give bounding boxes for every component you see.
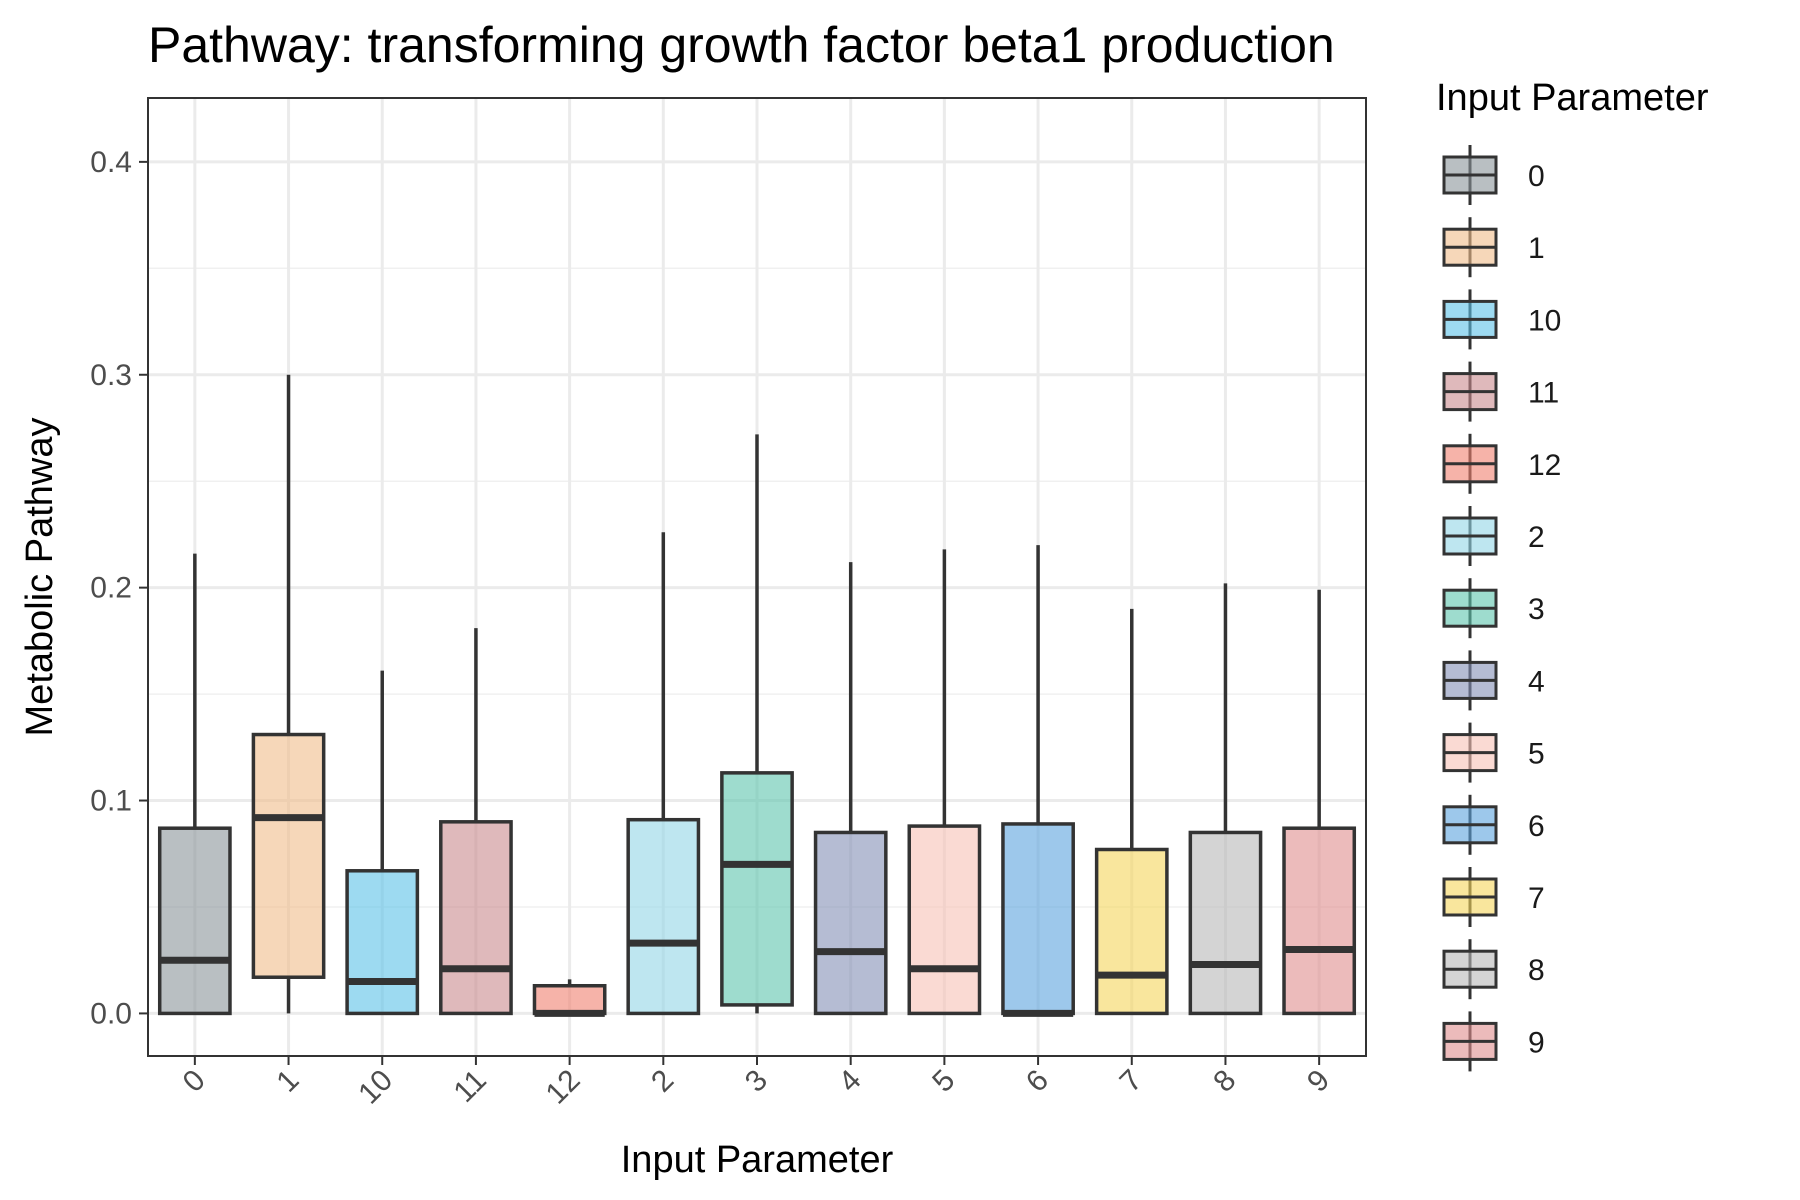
legend-item-8: 8	[1442, 939, 1545, 1000]
legend-item-1: 1	[1442, 217, 1545, 278]
box-11	[439, 628, 513, 1016]
box-12	[532, 979, 607, 1017]
y-axis: 0.0 0.1 0.2 0.3 0.4	[90, 146, 148, 1030]
x-tick-label: 0	[177, 1064, 212, 1099]
legend-label: 7	[1528, 882, 1545, 915]
box-1	[251, 374, 326, 1014]
legend-item-4: 4	[1442, 650, 1545, 711]
x-tick-label: 12	[540, 1064, 587, 1111]
x-tick-label: 4	[833, 1064, 868, 1099]
chart-title: Pathway: transforming growth factor beta…	[148, 17, 1335, 73]
x-axis-title: Input Parameter	[621, 1139, 894, 1181]
box-body	[1001, 822, 1075, 1016]
legend-title: Input Parameter	[1436, 77, 1709, 119]
legend-item-12: 12	[1442, 433, 1561, 494]
box-body	[626, 817, 701, 1016]
y-tick-label: 0.1	[90, 785, 132, 818]
x-axis: 0 1 10 11 12 2 3 4 5 6 7 8 9	[177, 1056, 1336, 1111]
box-body	[439, 820, 513, 1016]
box-7	[1094, 608, 1169, 1016]
box-body	[157, 826, 232, 1016]
x-tick-label: 9	[1301, 1064, 1336, 1099]
legend-item-3: 3	[1442, 578, 1545, 639]
legend-item-2: 2	[1442, 506, 1545, 566]
box-2	[626, 532, 701, 1016]
box-body	[720, 771, 794, 1007]
legend-label: 1	[1528, 232, 1545, 265]
x-tick-label: 5	[926, 1064, 961, 1099]
box-8	[1188, 583, 1263, 1016]
x-tick-label: 10	[352, 1064, 399, 1111]
box-body	[251, 732, 326, 979]
box-body	[345, 869, 420, 1016]
x-tick-label: 3	[739, 1064, 774, 1099]
legend-item-10: 10	[1442, 289, 1561, 350]
legend: Input Parameter 0 1 10 11 12 2 3 4 5 6 7 8 9	[1436, 77, 1709, 1072]
legend-item-11: 11	[1442, 361, 1559, 422]
legend-label: 5	[1528, 738, 1545, 771]
y-tick-label: 0.3	[90, 359, 132, 392]
box-body	[907, 824, 982, 1016]
x-tick-label: 7	[1114, 1064, 1149, 1099]
x-tick-label: 1	[270, 1064, 305, 1099]
box-10	[345, 670, 420, 1016]
legend-items: 0 1 10 11 12 2 3 4 5 6 7 8 9	[1442, 145, 1561, 1072]
y-tick-label: 0.0	[90, 997, 132, 1030]
x-tick-label: 11	[448, 1064, 493, 1109]
y-axis-title: Metabolic Pathway	[19, 418, 61, 737]
legend-label: 8	[1528, 954, 1545, 987]
legend-label: 3	[1528, 593, 1545, 626]
box-9	[1282, 589, 1357, 1016]
boxes-layer	[157, 374, 1357, 1017]
box-6	[1001, 545, 1075, 1017]
legend-label: 6	[1528, 810, 1545, 843]
box-5	[907, 549, 982, 1016]
box-0	[157, 553, 232, 1016]
x-tick-label: 2	[645, 1064, 680, 1099]
box-body	[532, 983, 607, 1016]
legend-label: 9	[1528, 1026, 1545, 1059]
legend-label: 4	[1528, 665, 1545, 698]
box-body	[1094, 847, 1169, 1016]
y-tick-label: 0.2	[90, 572, 132, 605]
legend-label: 10	[1528, 304, 1561, 337]
legend-label: 2	[1528, 521, 1545, 554]
legend-item-6: 6	[1442, 794, 1545, 855]
box-3	[720, 434, 794, 1014]
legend-label: 12	[1528, 449, 1561, 482]
box-body	[1188, 830, 1263, 1016]
legend-item-7: 7	[1442, 867, 1545, 927]
legend-item-9: 9	[1442, 1011, 1545, 1072]
y-tick-label: 0.4	[90, 146, 132, 179]
box-body	[813, 830, 888, 1016]
x-tick-label: 6	[1020, 1064, 1055, 1099]
legend-label: 0	[1528, 160, 1545, 193]
legend-label: 11	[1528, 377, 1559, 410]
box-body	[1282, 826, 1357, 1016]
legend-item-5: 5	[1442, 722, 1545, 783]
box-4	[813, 562, 888, 1016]
legend-item-0: 0	[1442, 145, 1545, 205]
x-tick-label: 8	[1207, 1064, 1242, 1099]
